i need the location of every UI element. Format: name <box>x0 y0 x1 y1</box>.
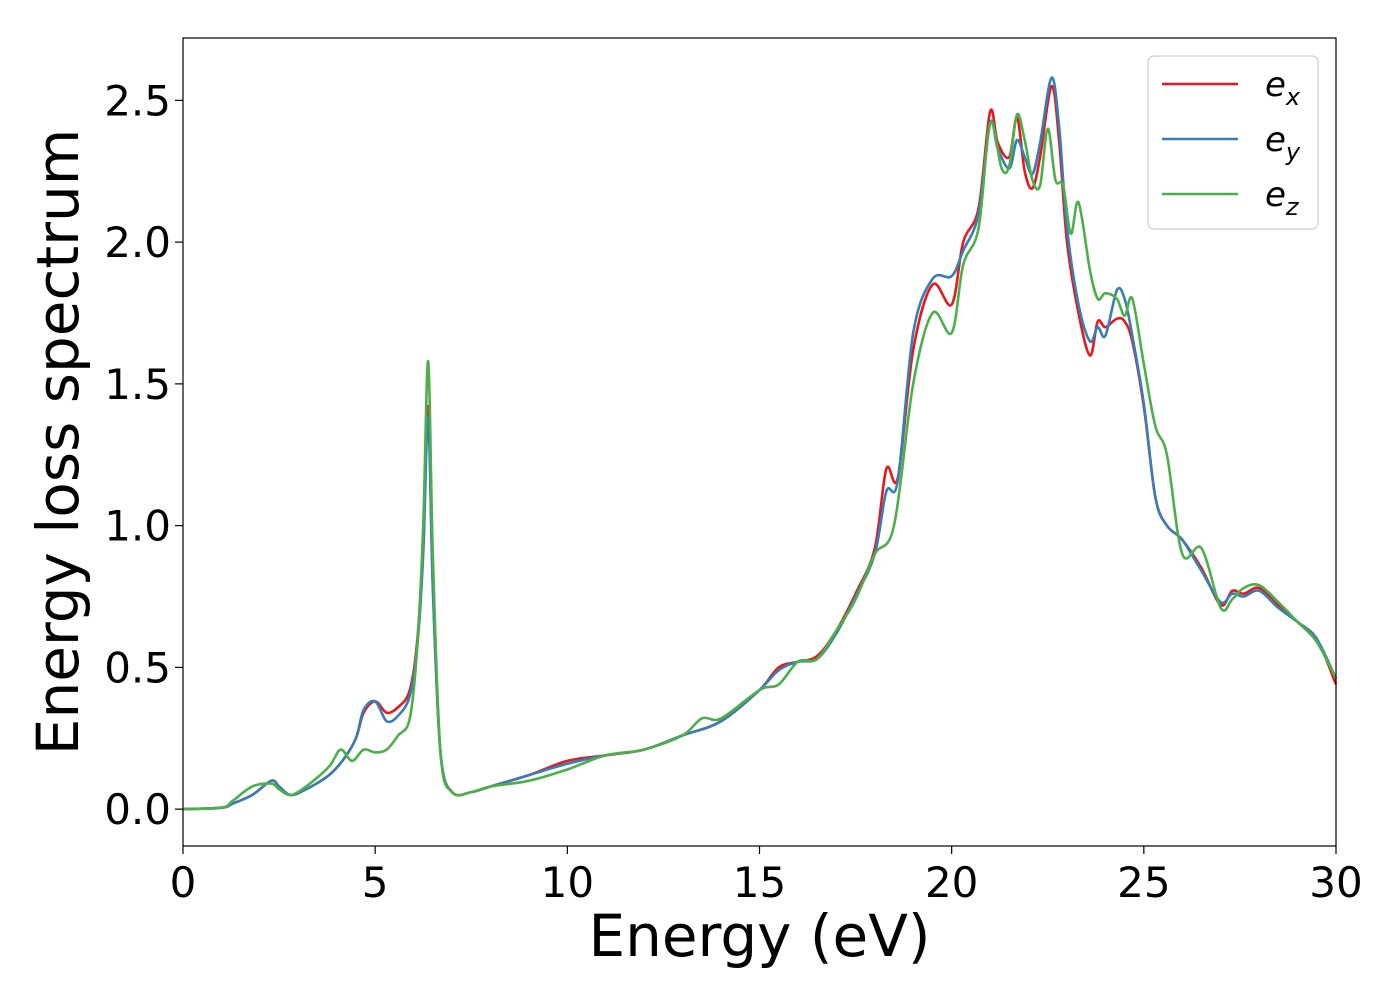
y-tick-label: 1.0 <box>104 502 171 551</box>
x-tick-label: 20 <box>925 858 978 907</box>
y-tick-label: 1.5 <box>104 360 171 409</box>
x-tick-label: 15 <box>733 858 786 907</box>
x-tick-label: 5 <box>362 858 389 907</box>
x-axis-ticks: 0 5 10 15 20 25 30 <box>170 846 1363 907</box>
x-axis-title: Energy (eV) <box>588 902 930 970</box>
series-line-e_y <box>182 76 1338 811</box>
y-tick-label: 2.5 <box>104 76 171 125</box>
x-tick-label: 30 <box>1309 858 1362 907</box>
series-line-e_z <box>182 112 1338 811</box>
legend-label-e_y: ey <box>1265 120 1301 166</box>
y-tick-label: 2.0 <box>104 218 171 267</box>
x-tick-label: 10 <box>541 858 594 907</box>
y-axis-title: Energy loss spectrum <box>24 129 92 755</box>
y-tick-label: 0.5 <box>104 643 171 692</box>
legend-label-e_z: ez <box>1265 175 1300 221</box>
x-tick-label: 25 <box>1117 858 1170 907</box>
plot-area <box>183 38 1336 846</box>
legend-entries: ex ey ez <box>1162 65 1301 221</box>
legend: ex ey ez <box>1147 55 1319 230</box>
series-layer <box>182 76 1338 811</box>
x-tick-label: 0 <box>170 858 197 907</box>
y-tick-label: 0.0 <box>104 785 171 834</box>
y-axis-ticks: 0.0 0.5 1.0 1.5 2.0 2.5 <box>104 76 183 834</box>
legend-label-e_x: ex <box>1265 65 1301 111</box>
legend-box <box>1147 55 1319 230</box>
